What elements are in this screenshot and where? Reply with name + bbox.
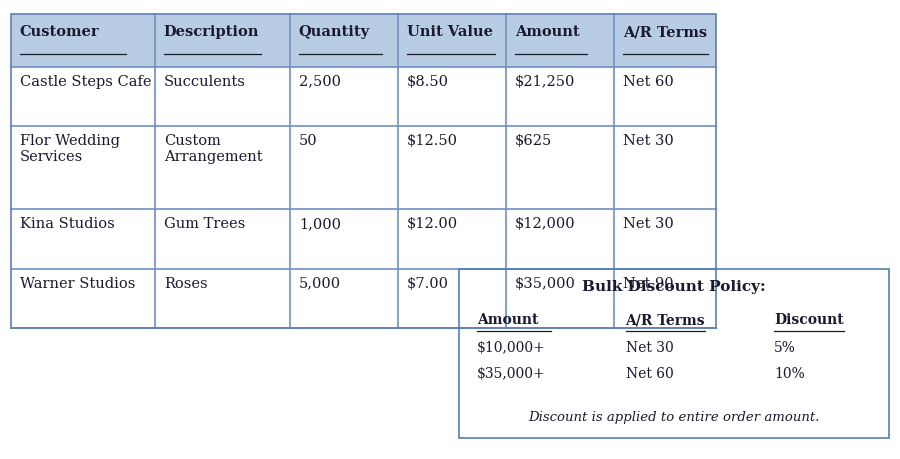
Text: Net 30: Net 30 — [623, 217, 673, 231]
Text: Amount: Amount — [515, 25, 580, 39]
Bar — [11, 14, 716, 328]
Text: Bulk Discount Policy:: Bulk Discount Policy: — [582, 280, 766, 294]
Text: $12.50: $12.50 — [407, 134, 458, 148]
Text: Discount: Discount — [774, 313, 843, 327]
Text: Net 60: Net 60 — [626, 367, 673, 381]
Text: $7.00: $7.00 — [407, 276, 449, 291]
Text: Description: Description — [164, 25, 259, 39]
Text: 5,000: 5,000 — [299, 276, 341, 291]
Text: Net 60: Net 60 — [623, 74, 673, 89]
Text: Net 90: Net 90 — [623, 276, 673, 291]
Text: Discount is applied to entire order amount.: Discount is applied to entire order amou… — [528, 411, 820, 424]
Text: Castle Steps Cafe: Castle Steps Cafe — [20, 74, 151, 89]
Text: $10,000+: $10,000+ — [477, 341, 545, 355]
Text: Warner Studios: Warner Studios — [20, 276, 135, 291]
Text: Gum Trees: Gum Trees — [164, 217, 245, 231]
Text: 5%: 5% — [774, 341, 796, 355]
Text: Custom
Arrangement: Custom Arrangement — [164, 134, 263, 164]
Bar — [459, 269, 889, 438]
Text: Kina Studios: Kina Studios — [20, 217, 114, 231]
Text: $12,000: $12,000 — [515, 217, 575, 231]
Text: $35,000+: $35,000+ — [477, 367, 545, 381]
Text: 2,500: 2,500 — [299, 74, 341, 89]
Bar — [11, 14, 716, 67]
Text: $35,000: $35,000 — [515, 276, 576, 291]
Text: A/R Terms: A/R Terms — [623, 25, 706, 39]
Text: $8.50: $8.50 — [407, 74, 449, 89]
Text: Net 30: Net 30 — [623, 134, 673, 148]
Text: Quantity: Quantity — [299, 25, 370, 39]
Text: $12.00: $12.00 — [407, 217, 458, 231]
Text: Net 30: Net 30 — [626, 341, 673, 355]
Text: Unit Value: Unit Value — [407, 25, 493, 39]
Text: Succulents: Succulents — [164, 74, 246, 89]
Text: 50: 50 — [299, 134, 318, 148]
Text: Flor Wedding
Services: Flor Wedding Services — [20, 134, 120, 164]
Text: A/R Terms: A/R Terms — [626, 313, 705, 327]
Text: $21,250: $21,250 — [515, 74, 575, 89]
Text: 10%: 10% — [774, 367, 805, 381]
Text: $625: $625 — [515, 134, 552, 148]
Text: 1,000: 1,000 — [299, 217, 341, 231]
Text: Roses: Roses — [164, 276, 207, 291]
Text: Amount: Amount — [477, 313, 538, 327]
Text: Customer: Customer — [20, 25, 99, 39]
